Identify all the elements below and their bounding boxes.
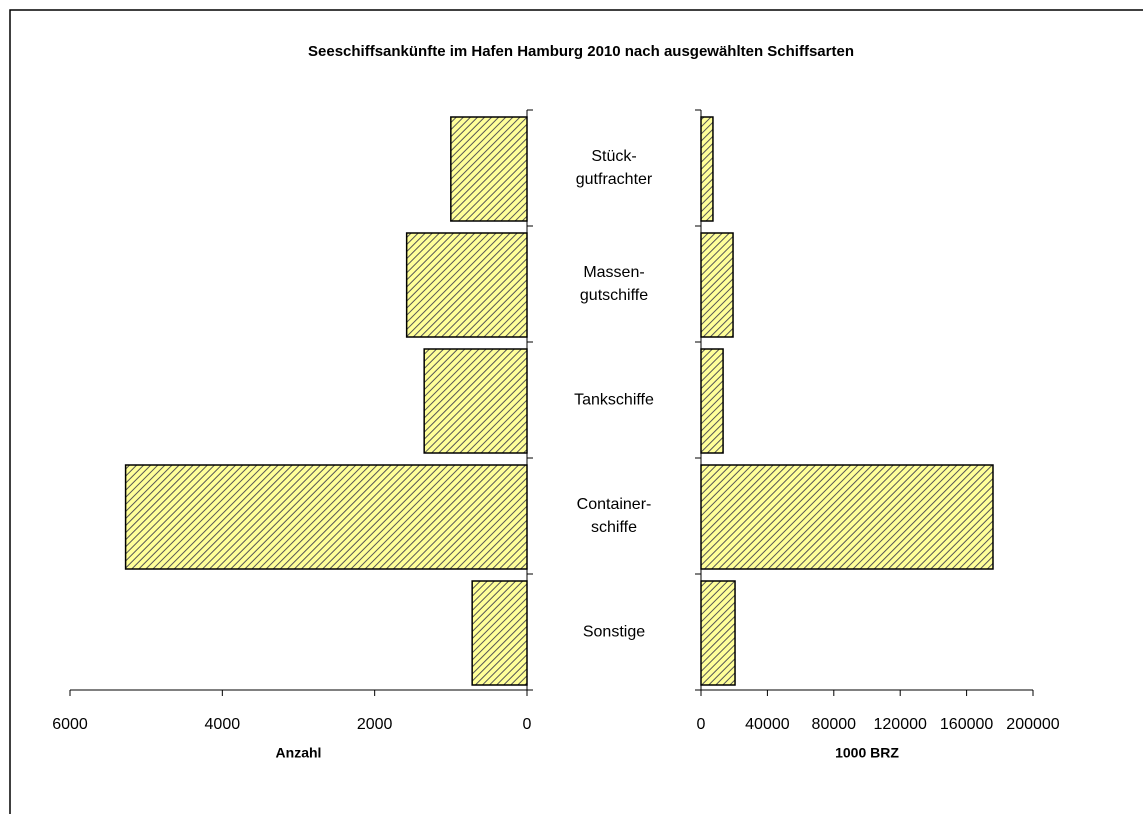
category-label: Stück- gutfrachter	[575, 148, 653, 188]
x-tick-label: 4000	[205, 716, 241, 733]
bar	[471, 580, 528, 686]
x-tick-label: 80000	[812, 716, 857, 733]
category-label: Tankschiffe	[574, 391, 654, 409]
category-label: Sonstige	[582, 623, 646, 641]
category-label: Container- schiffe	[576, 496, 652, 536]
bar	[450, 116, 528, 222]
bar	[700, 116, 714, 222]
bar	[700, 348, 724, 454]
x-tick-label: 40000	[745, 716, 790, 733]
x-tick-label: 160000	[940, 716, 993, 733]
category-label: Massen- gutschiffe	[579, 264, 649, 304]
bar	[423, 348, 528, 454]
bar	[700, 232, 734, 338]
x-tick-label: 0	[523, 716, 532, 733]
x-axis-title: 1000 BRZ	[835, 745, 899, 761]
x-tick-label: 200000	[1006, 716, 1059, 733]
x-tick-label: 120000	[874, 716, 927, 733]
x-axis-title: Anzahl	[276, 745, 322, 761]
x-tick-label: 2000	[357, 716, 393, 733]
bar	[405, 232, 528, 338]
bar	[700, 464, 994, 570]
x-tick-label: 0	[697, 716, 706, 733]
bar	[700, 580, 736, 686]
bar	[124, 464, 528, 570]
frame	[9, 9, 1143, 814]
chart-title: Seeschiffsankünfte im Hafen Hamburg 2010…	[308, 43, 854, 60]
x-tick-label: 6000	[52, 716, 88, 733]
